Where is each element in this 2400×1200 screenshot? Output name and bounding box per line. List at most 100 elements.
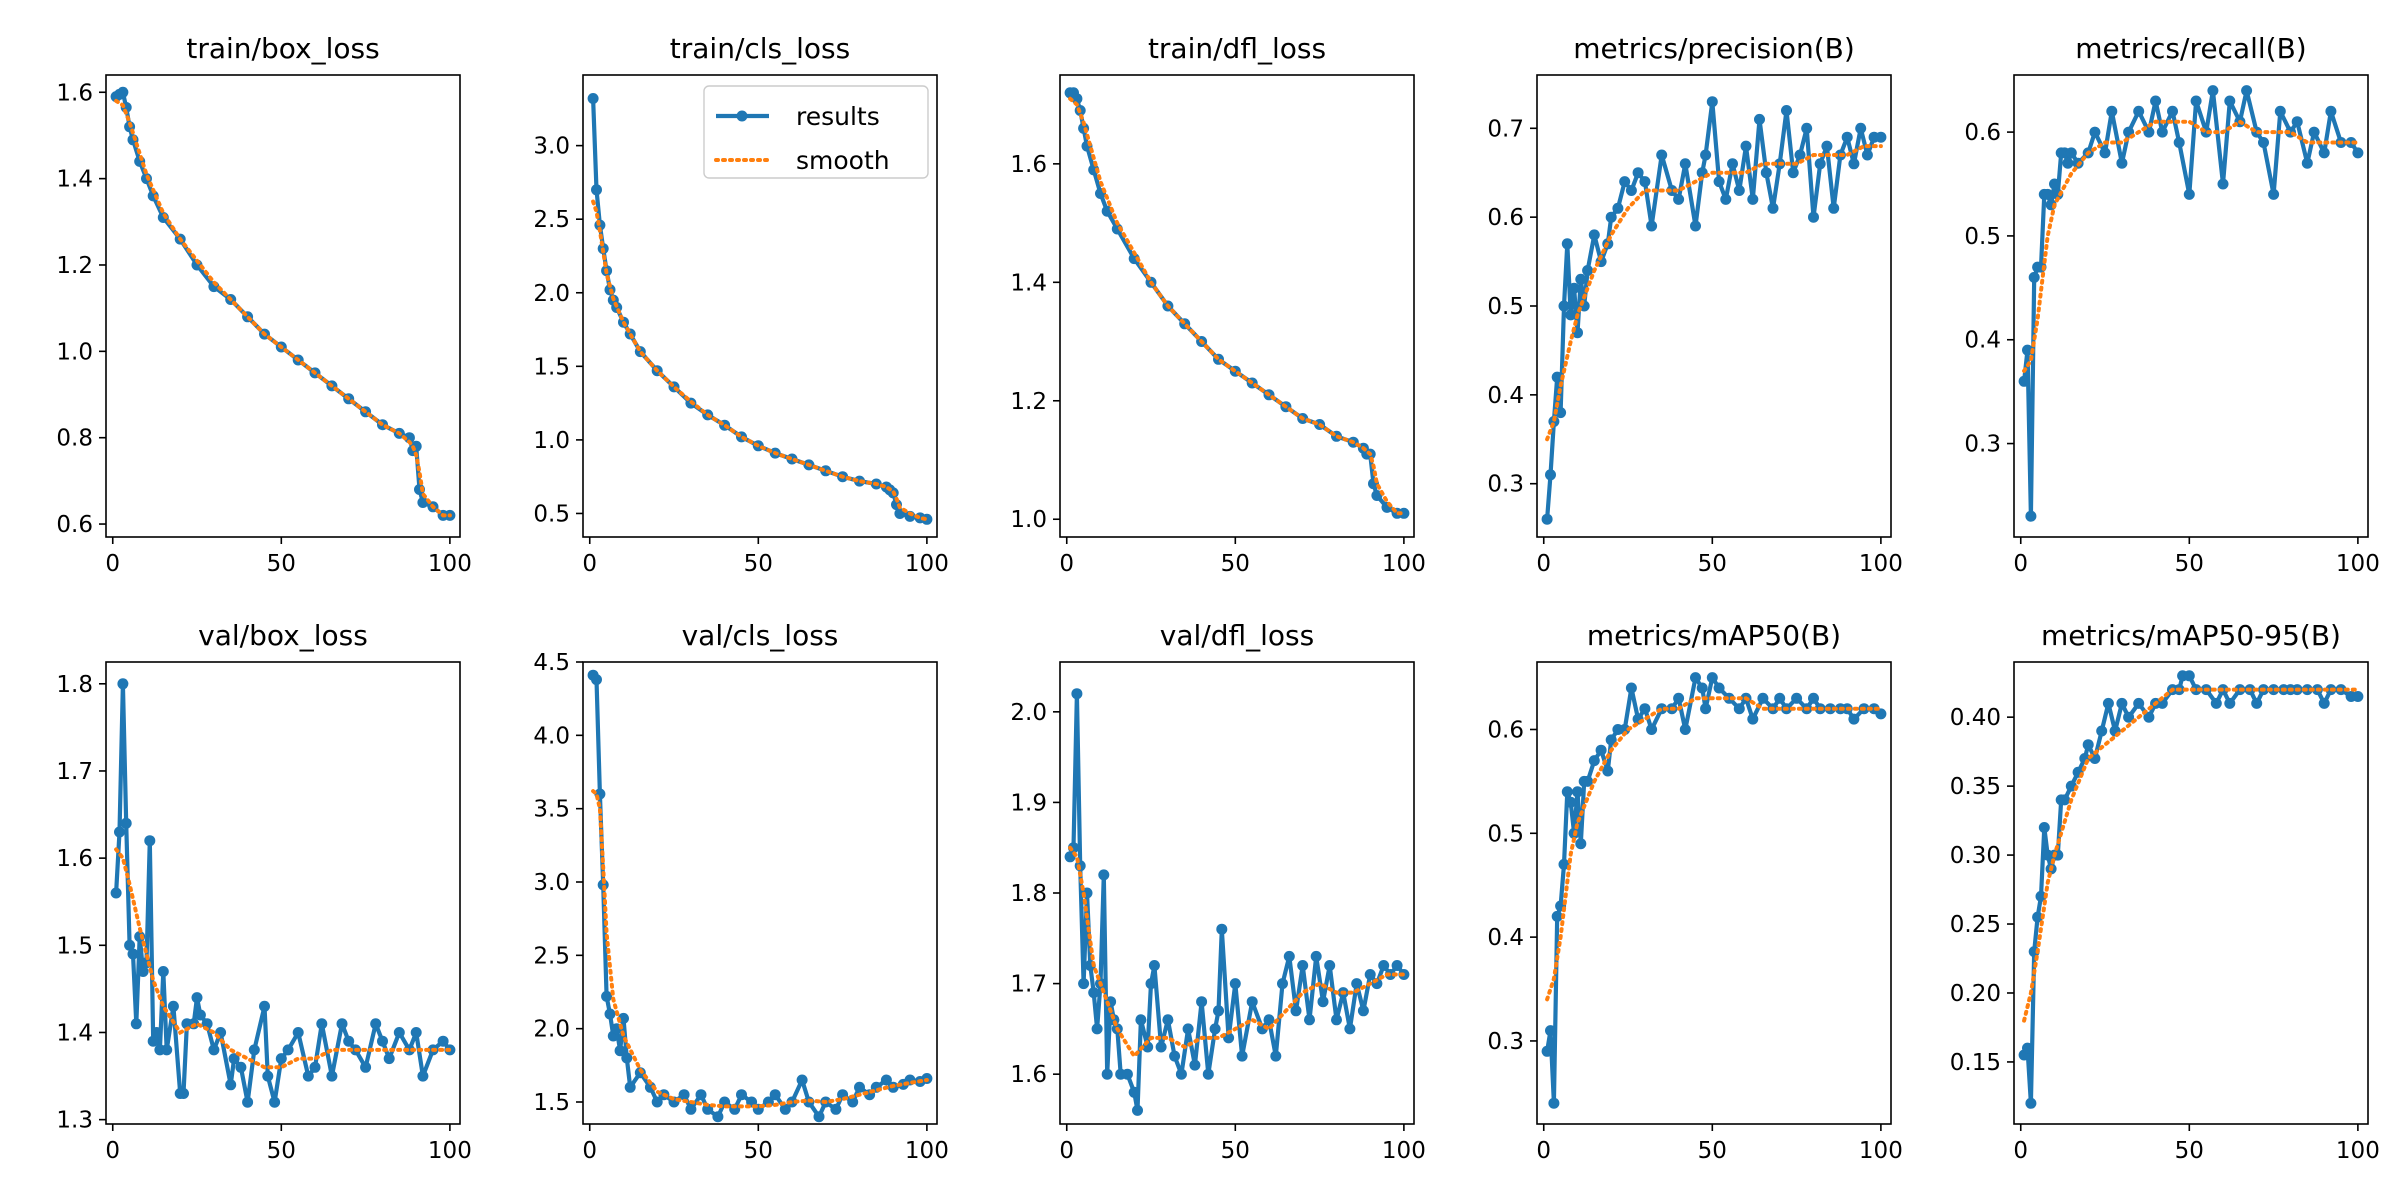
results-point — [614, 1045, 626, 1057]
plot-area — [1064, 688, 1410, 1116]
results-point — [1774, 692, 1786, 704]
results-point — [1605, 211, 1617, 223]
results-point — [1656, 149, 1668, 161]
results-point — [1791, 692, 1803, 704]
results-point — [437, 1035, 449, 1047]
y-tick-label: 1.2 — [56, 253, 93, 279]
results-point — [1575, 273, 1587, 285]
smooth-line — [114, 98, 452, 518]
results-point — [2318, 697, 2330, 709]
results-point — [259, 1000, 270, 1012]
results-point — [309, 1061, 321, 1073]
results-point — [2352, 147, 2364, 159]
plot-area — [2018, 670, 2364, 1109]
panel-title: train/cls_loss — [670, 32, 850, 65]
results-point — [1246, 996, 1258, 1008]
results-point — [1101, 1068, 1113, 1080]
results-point — [1128, 1086, 1140, 1098]
results-point — [1875, 131, 1887, 143]
results-point — [157, 966, 169, 977]
results-point — [1861, 149, 1873, 161]
axes-frame — [105, 74, 461, 538]
results-point — [591, 674, 602, 686]
x-tick-label: 0 — [105, 1138, 120, 1164]
results-point — [1371, 490, 1383, 501]
results-point — [1196, 996, 1208, 1008]
results-point — [377, 1035, 388, 1047]
results-point — [1733, 703, 1745, 715]
results-point — [2116, 697, 2128, 709]
results-point — [1565, 796, 1577, 808]
y-tick-label: 2.0 — [1010, 700, 1047, 726]
x-tick-label: 0 — [1536, 551, 1551, 577]
results-point — [2345, 137, 2357, 148]
panel-title: val/dfl_loss — [1160, 619, 1314, 652]
smooth-line — [114, 847, 452, 1070]
results-point — [2190, 684, 2202, 696]
y-tick-label: 0.20 — [1950, 981, 2001, 1007]
results-point — [2038, 822, 2050, 833]
results-point — [2268, 684, 2280, 696]
results-point — [587, 93, 599, 104]
results-point — [2150, 95, 2162, 107]
results-point — [1757, 692, 1769, 704]
y-tick-label: 1.0 — [1010, 507, 1047, 533]
results-point — [2022, 1042, 2033, 1054]
results-point — [1283, 950, 1295, 962]
results-point — [1740, 140, 1752, 152]
results-point — [1733, 185, 1745, 196]
results-point — [1632, 167, 1644, 179]
plot-area — [587, 669, 933, 1123]
results-point — [302, 1070, 314, 1082]
panel-title: metrics/recall(B) — [2075, 32, 2306, 65]
results-point — [1236, 1050, 1248, 1062]
results-point — [1605, 734, 1617, 746]
results-point — [248, 1044, 260, 1056]
results-point — [1747, 193, 1759, 205]
smooth-line — [2022, 119, 2360, 373]
results-point — [736, 1089, 747, 1101]
results-point — [1760, 167, 1772, 179]
y-tick-label: 0.35 — [1950, 774, 2001, 800]
results-point — [147, 1035, 159, 1047]
results-point — [161, 1044, 173, 1056]
results-point — [178, 1088, 189, 1099]
results-point — [1078, 978, 1090, 990]
results-point — [1848, 158, 1860, 170]
results-point — [1713, 682, 1725, 694]
results-point — [1182, 1023, 1194, 1035]
y-tick-label: 0.6 — [1964, 120, 2001, 146]
results-point — [1723, 692, 1735, 704]
y-tick-label: 1.6 — [56, 80, 93, 106]
y-tick-label: 0.3 — [1964, 432, 2001, 458]
results-point — [262, 1070, 274, 1082]
x-tick-label: 100 — [428, 1138, 472, 1164]
y-tick-label: 0.6 — [56, 512, 93, 538]
results-point — [1814, 158, 1826, 170]
x-tick-label: 100 — [1382, 1138, 1426, 1164]
panel-title: train/dfl_loss — [1148, 32, 1326, 65]
results-point — [208, 1044, 220, 1056]
results-point — [2173, 137, 2185, 148]
panel-title: metrics/precision(B) — [1573, 32, 1855, 65]
results-point — [1706, 96, 1718, 108]
results-point — [1848, 713, 1860, 725]
smooth-line — [2022, 687, 2360, 1023]
x-tick-label: 50 — [1698, 1138, 1727, 1164]
results-point — [1229, 978, 1241, 990]
results-point — [2018, 375, 2030, 387]
results-point — [2167, 105, 2178, 117]
results-point — [2156, 126, 2168, 138]
x-tick-label: 50 — [1221, 1138, 1250, 1164]
results-point — [336, 1018, 348, 1030]
results-point — [120, 817, 132, 829]
results-point — [2133, 105, 2145, 117]
results-point — [1088, 987, 1100, 999]
results-point — [316, 1018, 328, 1030]
results-point — [2190, 95, 2202, 107]
axes-frame — [582, 74, 938, 538]
results-point — [1551, 910, 1563, 922]
results-point — [1696, 682, 1708, 694]
results-point — [1071, 93, 1083, 105]
results-point — [2268, 188, 2280, 200]
